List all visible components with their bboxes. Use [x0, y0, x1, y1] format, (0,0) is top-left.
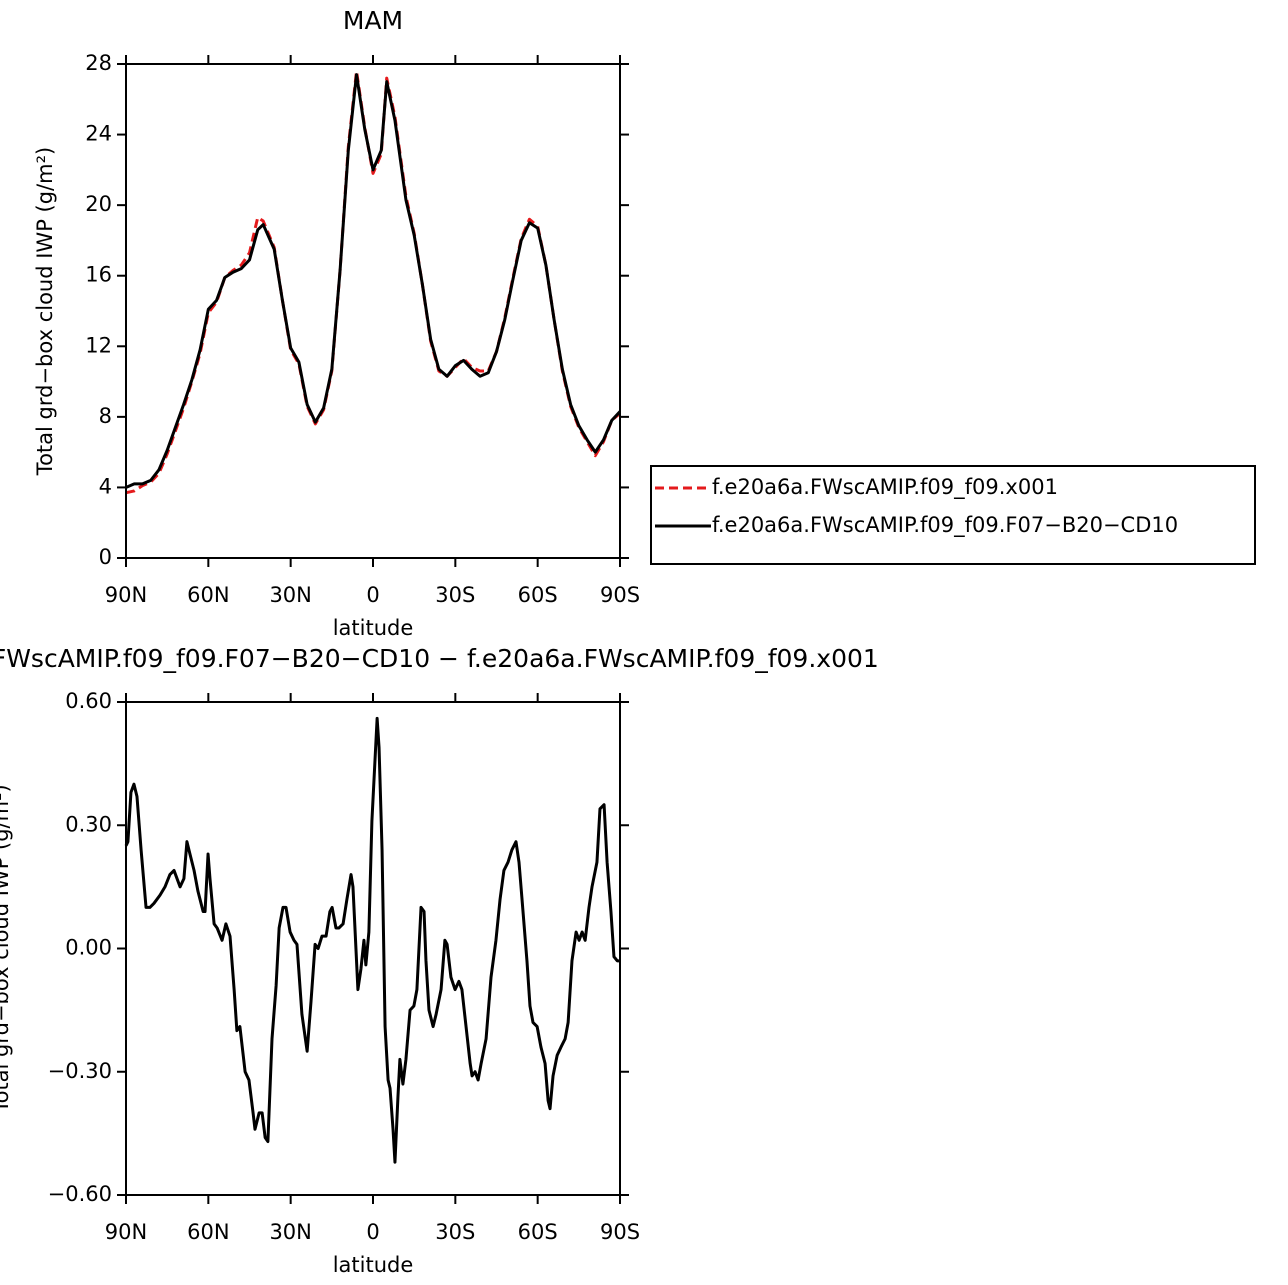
x-tick-label: 0: [366, 1220, 379, 1244]
y-tick-label: 28: [85, 51, 112, 75]
x-tick-label: 90S: [600, 583, 640, 607]
data-line: [125, 69, 621, 495]
legend-box: [650, 465, 1256, 565]
y-tick-label: 0.60: [65, 689, 112, 713]
x-tick-label: 30S: [435, 1220, 475, 1244]
legend-label: f.e20a6a.FWscAMIP.f09_f09.x001: [712, 475, 1058, 500]
y-tick-label: 20: [85, 192, 112, 216]
y-tick-label: 0: [99, 545, 112, 569]
x-axis-label: latitude: [333, 1253, 414, 1277]
y-tick-label: 0.30: [65, 812, 112, 836]
y-axis-label: Total grd−box cloud IWP (g/m²): [33, 147, 57, 476]
x-tick-label: 0: [366, 583, 379, 607]
x-tick-label: 30N: [269, 1220, 311, 1244]
chart-title: MAM: [343, 6, 403, 35]
x-tick-label: 60S: [518, 1220, 558, 1244]
x-tick-label: 60S: [518, 583, 558, 607]
x-tick-label: 90S: [600, 1220, 640, 1244]
data-line: [125, 73, 622, 489]
y-axis-label: Total grd−box cloud IWP (g/m²): [0, 784, 13, 1113]
x-tick-label: 60N: [187, 583, 229, 607]
legend-label: f.e20a6a.FWscAMIP.f09_f09.F07−B20−CD10: [712, 513, 1178, 538]
x-tick-label: 90N: [105, 1220, 147, 1244]
plot-frame: [125, 701, 621, 1196]
chart-title: f.e20a6a.FWscAMIP.f09_f09.F07−B20−CD10 −…: [0, 644, 879, 673]
x-tick-label: 90N: [105, 583, 147, 607]
y-tick-label: −0.60: [48, 1182, 112, 1206]
x-tick-label: 30S: [435, 583, 475, 607]
plot-frame: [125, 63, 621, 559]
x-axis-label: latitude: [333, 616, 414, 640]
y-tick-label: 16: [85, 263, 112, 287]
y-tick-label: 12: [85, 333, 112, 357]
y-tick-label: 0.00: [65, 936, 112, 960]
x-tick-label: 60N: [187, 1220, 229, 1244]
data-line: [124, 716, 620, 1164]
y-tick-label: 24: [85, 122, 112, 146]
y-tick-label: −0.30: [48, 1059, 112, 1083]
y-tick-label: 4: [99, 474, 112, 498]
y-tick-label: 8: [99, 404, 112, 428]
x-tick-label: 30N: [269, 583, 311, 607]
